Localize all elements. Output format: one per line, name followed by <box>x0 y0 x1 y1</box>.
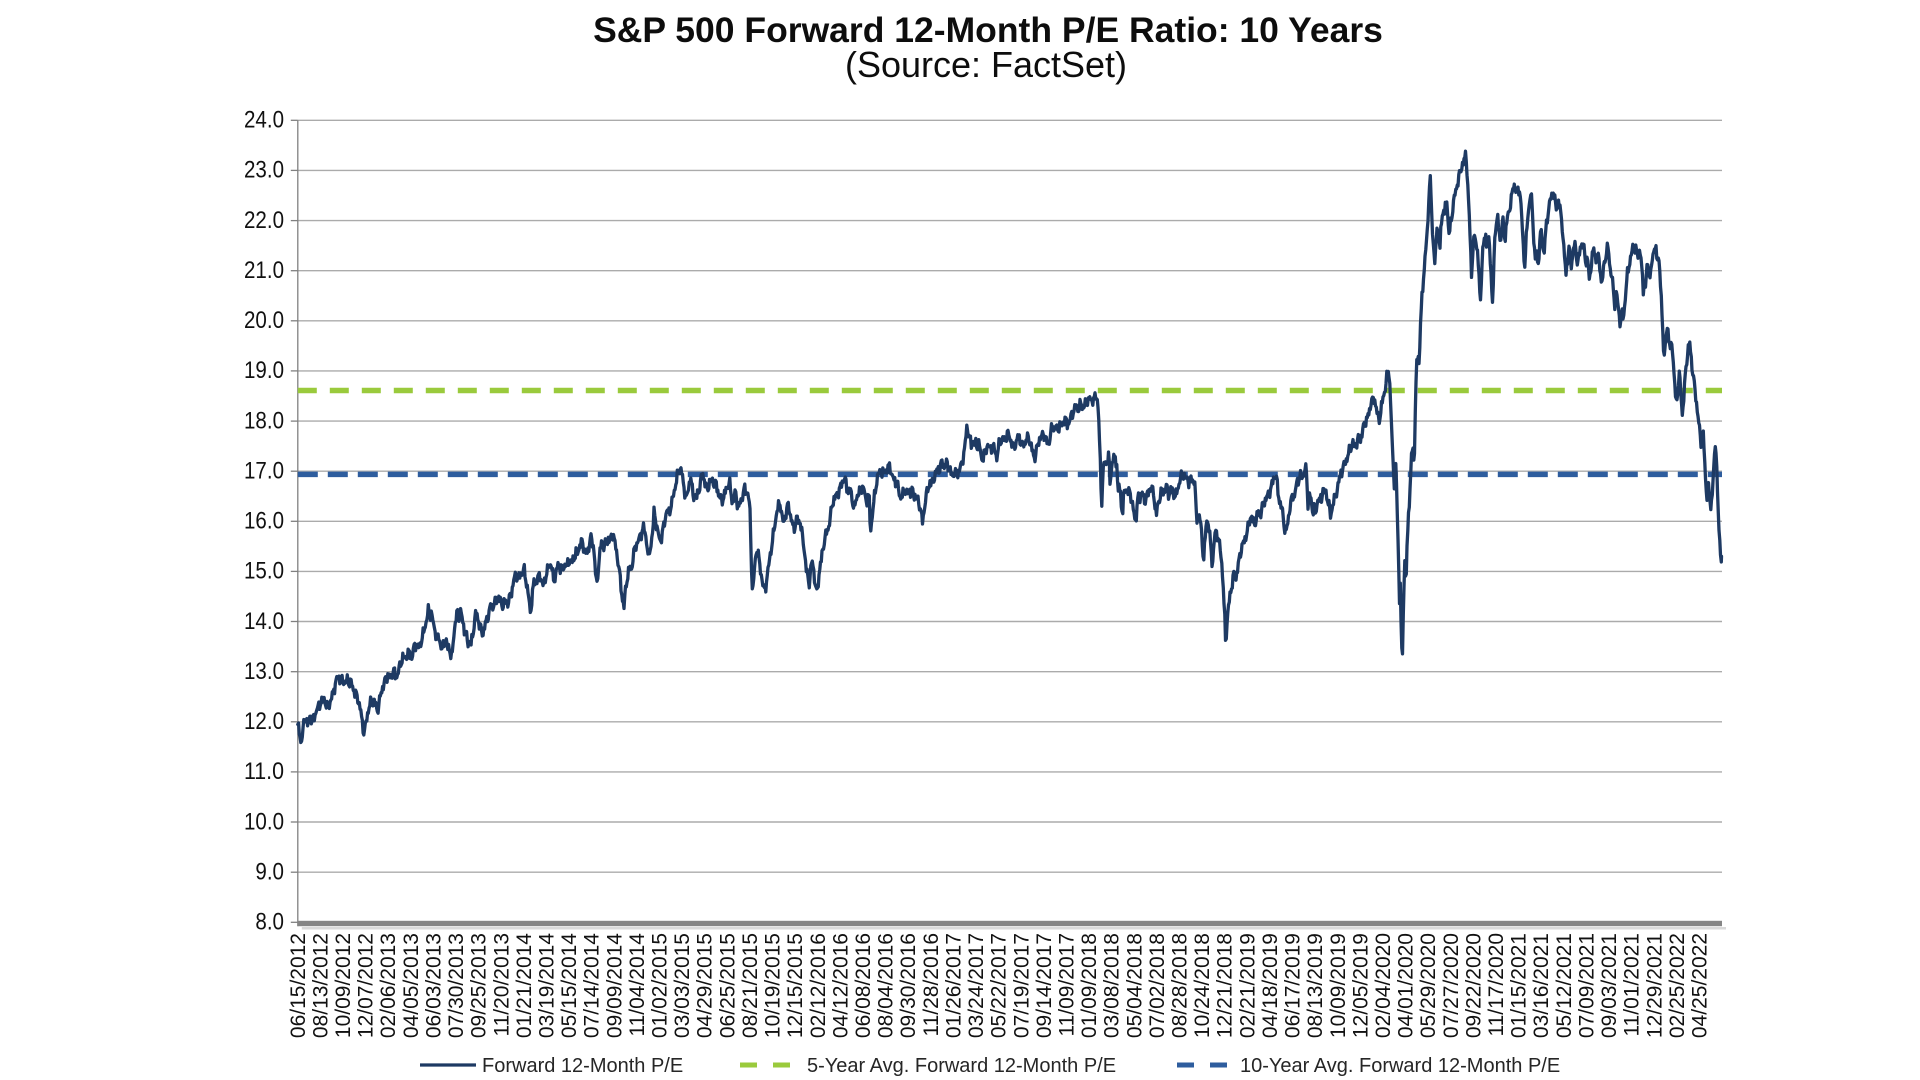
svg-text:04/12/2016: 04/12/2016 <box>829 933 852 1038</box>
svg-text:08/21/2015: 08/21/2015 <box>739 933 762 1038</box>
svg-text:12/29/2021: 12/29/2021 <box>1643 933 1666 1038</box>
svg-text:01/26/2017: 01/26/2017 <box>942 933 965 1038</box>
svg-text:10/19/2015: 10/19/2015 <box>762 933 785 1038</box>
svg-text:07/09/2021: 07/09/2021 <box>1576 933 1599 1038</box>
svg-text:04/29/2015: 04/29/2015 <box>694 933 717 1038</box>
svg-text:12/21/2018: 12/21/2018 <box>1214 933 1237 1038</box>
svg-text:10/24/2018: 10/24/2018 <box>1191 933 1214 1038</box>
svg-text:09/25/2013: 09/25/2013 <box>468 933 491 1038</box>
svg-text:(Source: FactSet): (Source: FactSet) <box>845 44 1127 85</box>
svg-text:08/13/2019: 08/13/2019 <box>1304 933 1327 1038</box>
svg-text:05/29/2020: 05/29/2020 <box>1417 933 1440 1038</box>
svg-text:02/12/2016: 02/12/2016 <box>807 933 830 1038</box>
svg-text:5-Year Avg. Forward 12-Month P: 5-Year Avg. Forward 12-Month P/E <box>807 1055 1116 1077</box>
svg-text:21.0: 21.0 <box>244 257 284 284</box>
svg-text:06/03/2013: 06/03/2013 <box>422 933 445 1038</box>
svg-text:17.0: 17.0 <box>244 458 284 485</box>
svg-text:09/22/2020: 09/22/2020 <box>1462 933 1485 1038</box>
svg-text:01/09/2018: 01/09/2018 <box>1078 933 1101 1038</box>
svg-text:10-Year Avg. Forward 12-Month: 10-Year Avg. Forward 12-Month P/E <box>1240 1055 1560 1077</box>
svg-text:19.0: 19.0 <box>244 357 284 384</box>
svg-text:12.0: 12.0 <box>244 708 284 735</box>
svg-text:01/02/2015: 01/02/2015 <box>649 933 672 1038</box>
svg-text:09/09/2014: 09/09/2014 <box>603 933 626 1038</box>
svg-text:03/19/2014: 03/19/2014 <box>536 933 559 1038</box>
svg-text:02/06/2013: 02/06/2013 <box>377 933 400 1038</box>
svg-text:10.0: 10.0 <box>244 808 284 835</box>
svg-text:06/25/2015: 06/25/2015 <box>716 933 739 1038</box>
svg-text:04/18/2019: 04/18/2019 <box>1259 933 1282 1038</box>
svg-text:11/17/2020: 11/17/2020 <box>1485 933 1508 1037</box>
svg-text:07/30/2013: 07/30/2013 <box>445 933 468 1038</box>
svg-text:09/30/2016: 09/30/2016 <box>897 933 920 1038</box>
svg-text:09/03/2021: 09/03/2021 <box>1598 933 1621 1038</box>
svg-text:02/04/2020: 02/04/2020 <box>1372 933 1395 1038</box>
svg-text:05/12/2021: 05/12/2021 <box>1553 933 1576 1038</box>
svg-text:12/05/2019: 12/05/2019 <box>1349 933 1372 1038</box>
svg-text:15.0: 15.0 <box>244 558 284 585</box>
svg-text:07/14/2014: 07/14/2014 <box>581 933 604 1038</box>
svg-text:04/25/2022: 04/25/2022 <box>1689 933 1712 1038</box>
svg-text:01/15/2021: 01/15/2021 <box>1508 933 1531 1038</box>
svg-text:08/04/2016: 08/04/2016 <box>875 933 898 1038</box>
svg-text:02/21/2019: 02/21/2019 <box>1236 933 1259 1038</box>
svg-text:06/15/2012: 06/15/2012 <box>287 933 310 1038</box>
svg-text:06/08/2016: 06/08/2016 <box>852 933 875 1038</box>
svg-text:05/15/2014: 05/15/2014 <box>558 933 581 1038</box>
svg-text:11/28/2016: 11/28/2016 <box>920 933 943 1037</box>
svg-text:09/14/2017: 09/14/2017 <box>1033 933 1056 1038</box>
svg-text:11/09/2017: 11/09/2017 <box>1056 933 1079 1037</box>
svg-text:08/28/2018: 08/28/2018 <box>1169 933 1192 1038</box>
svg-text:10/09/2012: 10/09/2012 <box>332 933 355 1038</box>
svg-text:01/21/2014: 01/21/2014 <box>513 933 536 1038</box>
svg-text:07/02/2018: 07/02/2018 <box>1146 933 1169 1038</box>
svg-text:06/17/2019: 06/17/2019 <box>1282 933 1305 1038</box>
svg-text:03/24/2017: 03/24/2017 <box>965 933 988 1038</box>
svg-text:10/09/2019: 10/09/2019 <box>1327 933 1350 1038</box>
svg-text:13.0: 13.0 <box>244 658 284 685</box>
svg-text:20.0: 20.0 <box>244 307 284 334</box>
svg-text:22.0: 22.0 <box>244 207 284 234</box>
svg-text:S&P 500 Forward 12-Month P/E R: S&P 500 Forward 12-Month P/E Ratio: 10 Y… <box>593 10 1383 50</box>
svg-text:04/01/2020: 04/01/2020 <box>1395 933 1418 1038</box>
svg-text:11/04/2014: 11/04/2014 <box>626 933 649 1037</box>
svg-text:05/22/2017: 05/22/2017 <box>988 933 1011 1038</box>
svg-text:03/08/2018: 03/08/2018 <box>1101 933 1124 1038</box>
svg-text:9.0: 9.0 <box>255 859 284 886</box>
svg-text:12/15/2015: 12/15/2015 <box>784 933 807 1038</box>
svg-text:24.0: 24.0 <box>244 107 284 134</box>
svg-text:02/25/2022: 02/25/2022 <box>1666 933 1689 1038</box>
svg-text:08/13/2012: 08/13/2012 <box>309 933 332 1038</box>
svg-text:16.0: 16.0 <box>244 508 284 535</box>
svg-text:05/04/2018: 05/04/2018 <box>1123 933 1146 1038</box>
svg-text:8.0: 8.0 <box>255 909 284 936</box>
svg-text:11/20/2013: 11/20/2013 <box>490 933 513 1037</box>
svg-text:07/19/2017: 07/19/2017 <box>1010 933 1033 1038</box>
svg-text:Forward 12-Month P/E: Forward 12-Month P/E <box>482 1055 683 1077</box>
svg-text:23.0: 23.0 <box>244 157 284 184</box>
svg-text:03/03/2015: 03/03/2015 <box>671 933 694 1038</box>
svg-text:03/16/2021: 03/16/2021 <box>1530 933 1553 1038</box>
svg-text:14.0: 14.0 <box>244 608 284 635</box>
svg-text:11.0: 11.0 <box>244 758 284 785</box>
svg-text:04/05/2013: 04/05/2013 <box>400 933 423 1038</box>
svg-text:11/01/2021: 11/01/2021 <box>1621 933 1644 1037</box>
svg-text:12/07/2012: 12/07/2012 <box>355 933 378 1038</box>
svg-text:07/27/2020: 07/27/2020 <box>1440 933 1463 1038</box>
svg-text:18.0: 18.0 <box>244 407 284 434</box>
